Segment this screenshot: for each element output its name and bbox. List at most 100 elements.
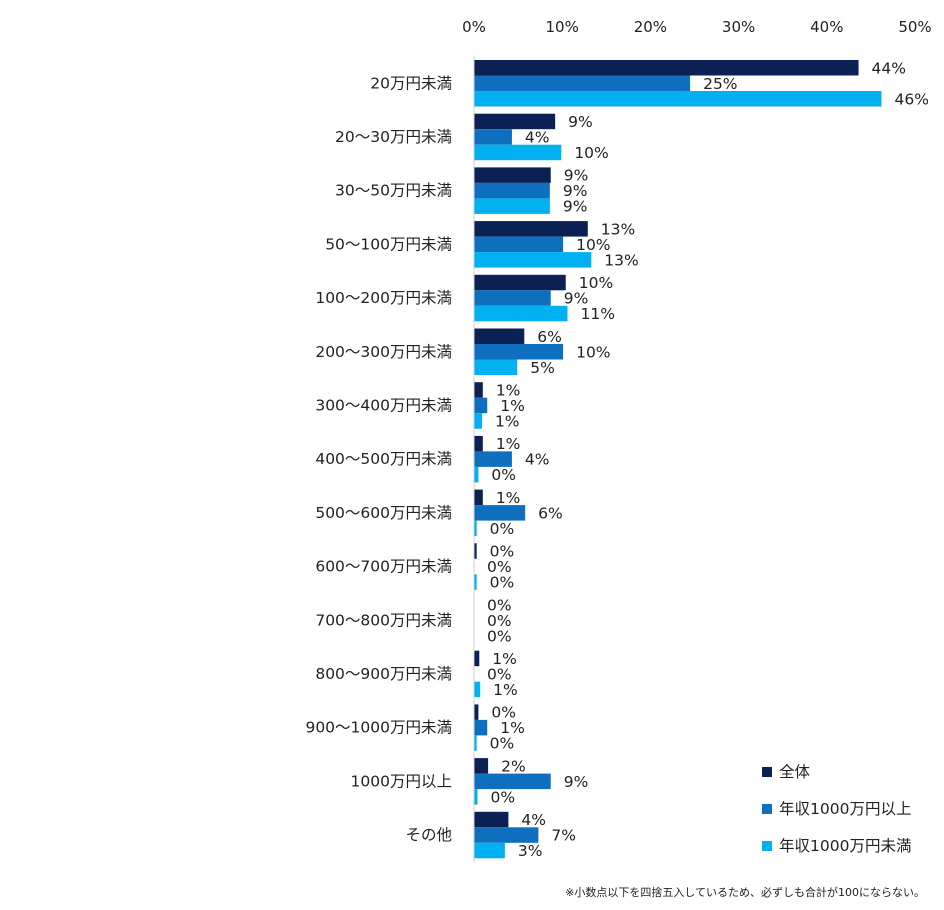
data-label: 10% [576, 343, 610, 361]
category-label: 100～200万円未満 [315, 289, 452, 307]
bar [474, 704, 479, 720]
data-label: 10% [576, 236, 610, 254]
data-label: 0% [487, 627, 512, 645]
bar [474, 505, 526, 521]
data-label: 0% [491, 788, 516, 806]
data-label: 0% [491, 704, 516, 722]
data-label: 1% [500, 397, 525, 415]
bar [474, 650, 480, 667]
bar [474, 91, 882, 107]
bar [474, 543, 477, 559]
data-label: 0% [490, 735, 515, 753]
data-label: 5% [530, 359, 555, 377]
bar [474, 144, 562, 161]
bar [474, 435, 483, 452]
legend-label: 年収1000万円未満 [779, 837, 911, 855]
bar [474, 274, 566, 291]
data-label: 46% [894, 90, 928, 108]
data-label: 4% [525, 128, 550, 146]
footnote: ※小数点以下を四捨五入しているため、必ずしも合計が100にならない。 [565, 885, 925, 899]
bars [474, 60, 882, 859]
legend-swatch [762, 767, 772, 777]
bar [474, 129, 512, 145]
data-label: 0% [487, 612, 512, 630]
data-label: 0% [490, 520, 515, 538]
data-label: 0% [487, 558, 512, 576]
data-label: 4% [521, 811, 546, 829]
category-label: 50～100万円未満 [325, 235, 452, 253]
x-tick-label: 30% [722, 18, 755, 36]
data-label: 1% [496, 381, 521, 399]
bar [474, 520, 477, 537]
data-label: 6% [538, 504, 563, 522]
category-label: 200～300万円未満 [315, 343, 452, 361]
category-label: 300～400万円未満 [315, 396, 452, 414]
data-label: 1% [493, 681, 518, 699]
data-label: 0% [490, 543, 515, 561]
bar [474, 413, 482, 429]
data-labels: 44%25%46%9%4%10%9%9%9%13%10%13%10%9%11%6… [487, 59, 929, 860]
data-label: 10% [579, 274, 613, 292]
bar [474, 758, 489, 774]
category-label: その他 [405, 826, 452, 844]
bar [474, 60, 859, 76]
x-tick-label: 0% [462, 18, 486, 36]
legend-label: 全体 [779, 763, 811, 781]
x-tick-label: 40% [810, 18, 843, 36]
x-tick-label: 50% [898, 18, 931, 36]
legend-label: 年収1000万円以上 [779, 800, 911, 818]
legend-swatch [762, 841, 772, 851]
bar [474, 113, 556, 130]
bar [474, 305, 568, 322]
category-label: 900～1000万円未満 [305, 719, 452, 737]
bar [474, 290, 551, 306]
category-labels: 20万円未満 20～30万円未満 30～50万円未満 50～100万円未満 100～20… [305, 74, 452, 844]
data-label: 7% [551, 827, 576, 845]
bar [474, 382, 483, 398]
category-label: 600～700万円未満 [315, 558, 452, 576]
category-label: 1000万円以上 [351, 772, 452, 790]
bar [474, 328, 525, 344]
data-label: 9% [568, 113, 593, 131]
bar [474, 451, 512, 467]
data-label: 6% [537, 328, 562, 346]
x-axis-ticks: 0% 10% 20% 30% 40% 50% [462, 18, 932, 36]
bar [474, 811, 509, 828]
data-label: 13% [601, 220, 635, 238]
data-label: 10% [574, 144, 608, 162]
data-label: 25% [703, 75, 737, 93]
category-label: 30～50万円未満 [335, 182, 452, 200]
category-label: 400～500万円未満 [315, 450, 452, 468]
bar [474, 167, 551, 183]
data-label: 2% [501, 757, 526, 775]
data-label: 9% [564, 773, 589, 791]
data-label: 1% [492, 650, 517, 668]
bar [474, 842, 505, 859]
data-label: 1% [496, 435, 521, 453]
bar [474, 489, 483, 506]
data-label: 44% [872, 59, 906, 77]
data-label: 9% [563, 198, 588, 216]
bar [474, 344, 564, 360]
bar [474, 236, 564, 253]
x-tick-label: 20% [634, 18, 667, 36]
category-label: 700～800万円未満 [315, 611, 452, 629]
data-label: 1% [495, 412, 520, 430]
bar [474, 198, 550, 214]
bar [474, 252, 592, 268]
bar [474, 221, 588, 237]
data-label: 4% [525, 451, 550, 469]
category-label: 800～900万円未満 [315, 665, 452, 683]
legend-swatch [762, 804, 772, 814]
bar [474, 735, 477, 751]
data-label: 13% [604, 251, 638, 269]
data-label: 9% [564, 167, 589, 185]
bar [474, 75, 691, 91]
bar [474, 397, 488, 414]
bar [474, 574, 477, 590]
x-tick-label: 10% [546, 18, 579, 36]
data-label: 0% [487, 665, 512, 683]
bar [474, 681, 481, 698]
